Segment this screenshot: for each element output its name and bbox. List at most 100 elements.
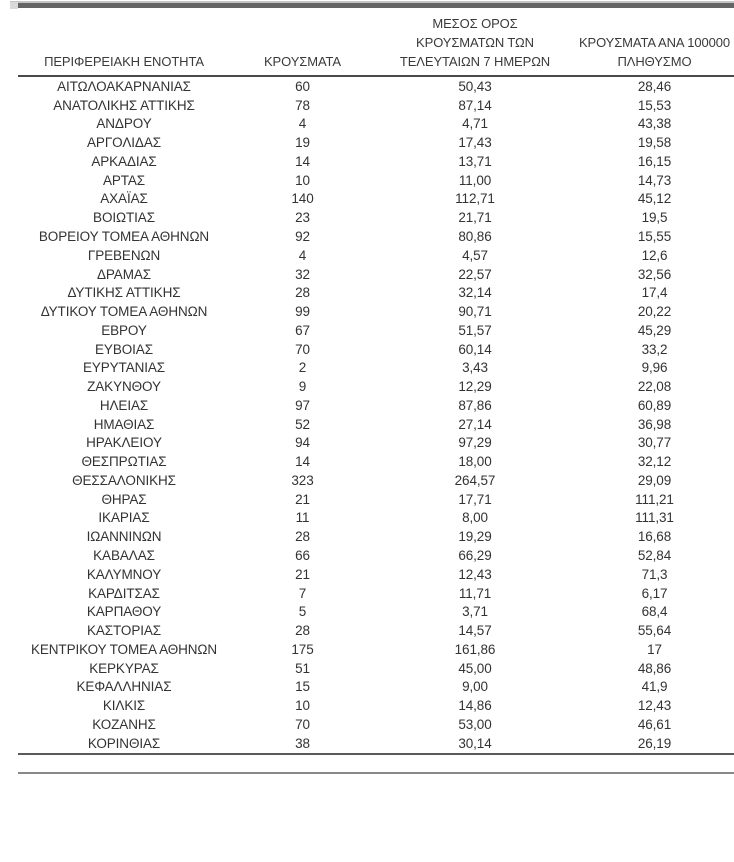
table-row: ΘΕΣΣΑΛΟΝΙΚΗΣ 323 264,57 29,09 [18,471,734,490]
top-divider-bar [18,3,734,8]
avg7-value-cell: 12,43 [458,566,492,582]
column-header-region: ΠΕΡΙΦΕΡΕΙΑΚΗ ΕΝΟΤΗΤΑ [44,54,204,69]
per100k-value-cell: 48,86 [637,660,672,676]
region-name-cell: ΚΕΦΑΛΛΗΝΙΑΣ [76,679,172,695]
cases-value-cell: 21 [295,566,310,582]
cases-value-cell: 97 [295,397,310,413]
table-row: ΚΑΛΥΜΝΟΥ 21 12,43 71,3 [18,565,734,584]
region-name-cell: ΚΑΡΔΙΤΣΑΣ [88,585,160,601]
table-row: ΕΥΡΥΤΑΝΙΑΣ 2 3,43 9,96 [18,358,734,377]
per100k-value-cell: 15,55 [637,229,672,244]
per100k-value-cell: 111,21 [635,491,674,507]
region-name-cell: ΗΜΑΘΙΑΣ [93,416,155,432]
per100k-value-cell: 6,17 [641,585,668,601]
cases-value-cell: 38 [295,735,310,751]
region-name-cell: ΚΑΡΠΑΘΟΥ [86,604,162,620]
cases-value-cell: 11 [295,510,310,526]
cases-value-cell: 28 [295,285,310,301]
table-row: ΗΛΕΙΑΣ 97 87,86 60,89 [18,396,734,415]
cases-value-cell: 67 [295,322,310,338]
avg7-value-cell: 53,00 [458,716,492,732]
cases-value-cell: 28 [295,529,310,545]
table-header-row: ΠΕΡΙΦΕΡΕΙΑΚΗ ΕΝΟΤΗΤΑ ΚΡΟΥΣΜΑΤΑ ΜΕΣΟΣ ΟΡΟ… [18,8,734,77]
per100k-value-cell: 68,4 [641,604,668,620]
cases-value-cell: 14 [295,454,310,470]
cases-value-cell: 140 [291,191,314,207]
per100k-value-cell: 32,12 [637,454,672,470]
bottom-divider-rule [18,772,734,774]
avg7-value-cell: 22,57 [458,266,492,282]
per100k-value-cell: 29,09 [637,472,672,488]
table-row: ΒΟΙΩΤΙΑΣ 23 21,71 19,5 [18,208,734,227]
per100k-value-cell: 33,2 [641,341,668,357]
cases-value-cell: 92 [295,229,310,244]
cases-value-cell: 23 [295,210,310,226]
per100k-value-cell: 9,96 [641,360,668,376]
table-row: ΚΑΡΠΑΘΟΥ 5 3,71 68,4 [18,602,734,621]
region-name-cell: ΔΥΤΙΚΟΥ ΤΟΜΕΑ ΑΘΗΝΩΝ [40,304,208,320]
cases-value-cell: 66 [295,548,310,564]
region-name-cell: ΕΥΡΥΤΑΝΙΑΣ [82,360,166,376]
cases-value-cell: 52 [295,416,310,432]
region-name-cell: ΚΑΒΑΛΑΣ [93,548,155,564]
cases-value-cell: 32 [295,266,310,282]
table-row: ΔΡΑΜΑΣ 32 22,57 32,56 [18,265,734,284]
cases-value-cell: 14 [295,153,310,169]
per100k-value-cell: 20,22 [637,304,672,320]
cases-value-cell: 4 [298,116,307,132]
per100k-value-cell: 16,68 [637,529,672,545]
avg7-value-cell: 30,14 [458,735,492,751]
region-name-cell: ΚΙΛΚΙΣ [102,698,146,714]
table-row: ΔΥΤΙΚΟΥ ΤΟΜΕΑ ΑΘΗΝΩΝ 99 90,71 20,22 [18,302,734,321]
table-row: ΓΡΕΒΕΝΩΝ 4 4,57 12,6 [18,246,734,265]
table-row: ΙΚΑΡΙΑΣ 11 8,00 111,31 [18,509,734,528]
per100k-value-cell: 16,15 [637,153,672,169]
region-name-cell: ΕΥΒΟΙΑΣ [95,341,153,357]
region-name-cell: ΔΡΑΜΑΣ [96,266,152,282]
table-row: ΚΟΡΙΝΘΙΑΣ 38 30,14 26,19 [18,734,734,753]
per100k-value-cell: 15,53 [637,97,672,113]
region-name-cell: ΖΑΚΥΝΘΟΥ [87,379,161,395]
per100k-value-cell: 19,5 [641,210,668,226]
table-row: ΘΕΣΠΡΩΤΙΑΣ 14 18,00 32,12 [18,452,734,471]
avg7-value-cell: 14,86 [458,698,492,714]
avg7-value-cell: 9,00 [462,679,488,695]
region-name-cell: ΗΛΕΙΑΣ [99,397,149,413]
per100k-value-cell: 17,4 [641,285,668,301]
avg7-value-cell: 8,00 [462,510,488,526]
region-name-cell: ΑΙΤΩΛΟΑΚΑΡΝΑΝΙΑΣ [57,78,191,94]
cases-value-cell: 78 [295,97,310,113]
avg7-value-cell: 19,29 [458,529,492,545]
avg7-value-cell: 21,71 [458,210,492,226]
per100k-value-cell: 12,6 [641,247,668,263]
table-row: ΑΡΤΑΣ 10 11,00 14,73 [18,171,734,190]
cases-value-cell: 10 [295,698,310,714]
region-name-cell: ΙΚΑΡΙΑΣ [98,510,150,526]
per100k-value-cell: 52,84 [637,548,672,564]
table-row: ΚΑΣΤΟΡΙΑΣ 28 14,57 55,64 [18,621,734,640]
cases-value-cell: 70 [295,341,310,357]
table-row: ΘΗΡΑΣ 21 17,71 111,21 [18,490,734,509]
per100k-value-cell: 19,58 [637,135,672,151]
cases-value-cell: 51 [295,660,310,676]
cases-value-cell: 5 [298,604,307,620]
cases-value-cell: 70 [295,716,310,732]
table-row: ΒΟΡΕΙΟΥ ΤΟΜΕΑ ΑΘΗΝΩΝ 92 80,86 15,55 [18,227,734,246]
cases-value-cell: 99 [295,304,310,320]
column-header-avg7: ΜΕΣΟΣ ΟΡΟΣ ΚΡΟΥΣΜΑΤΩΝ ΤΩΝ ΤΕΛΕΥΤΑΙΩΝ 7 Η… [399,16,551,69]
region-name-cell: ΚΟΡΙΝΘΙΑΣ [87,735,161,751]
region-name-cell: ΚΕΡΚΥΡΑΣ [89,660,159,676]
table-row: ΚΙΛΚΙΣ 10 14,86 12,43 [18,696,734,715]
avg7-value-cell: 161,86 [454,641,496,657]
table-row: ΚΑΡΔΙΤΣΑΣ 7 11,71 6,17 [18,584,734,603]
avg7-value-cell: 87,86 [458,397,492,413]
cases-value-cell: 7 [298,585,307,601]
table-row: ΕΒΡΟΥ 67 51,57 45,29 [18,321,734,340]
per100k-value-cell: 60,89 [637,397,672,413]
per100k-value-cell: 17 [647,641,662,657]
region-name-cell: ΑΡΤΑΣ [102,172,146,188]
avg7-value-cell: 11,71 [458,585,492,601]
table-row: ΚΕΝΤΡΙΚΟΥ ΤΟΜΕΑ ΑΘΗΝΩΝ 175 161,86 17 [18,640,734,659]
region-name-cell: ΔΥΤΙΚΗΣ ΑΤΤΙΚΗΣ [67,285,181,301]
